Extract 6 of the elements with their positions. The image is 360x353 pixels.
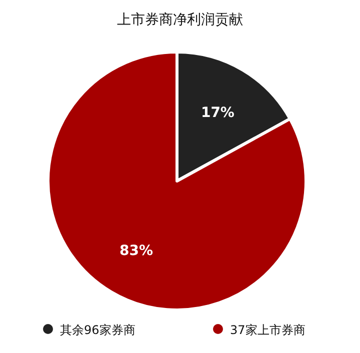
chart-title: 上市券商净利润贡献 [117, 12, 243, 28]
legend-label: 37家上市券商 [230, 323, 306, 337]
data-label: 83% [120, 242, 154, 259]
legend-label: 其余96家券商 [60, 323, 136, 337]
pie-slice [46, 50, 308, 312]
data-label: 17% [200, 105, 234, 122]
